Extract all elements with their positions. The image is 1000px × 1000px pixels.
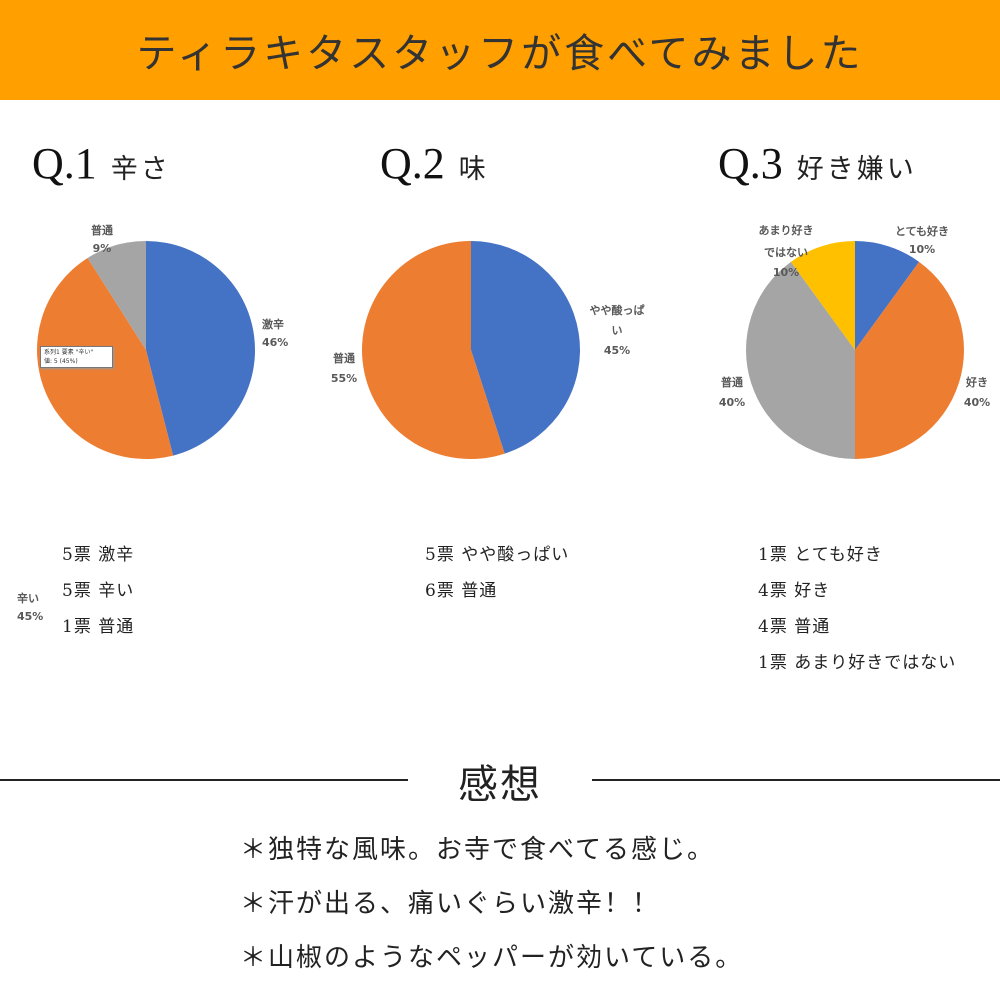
slice-percent-label: 46% [262,336,288,349]
vote-item: 5票 やや酸っぱい [425,545,570,565]
pie-chart-spiciness: 激辛 46% 辛い 45% 普通 9% [17,223,288,623]
divider-left [0,779,408,781]
question-2-heading: Q.2 味 [380,138,489,189]
pie-slice [87,241,146,350]
slice-percent-label: 55% [331,372,357,385]
impressions-list: ＊独特な風味。お寺で食べてる感じ。 ＊汗が出る、痛いぐらい激辛！！ ＊山椒のよう… [240,826,743,988]
vote-list-q3: 1票 とても好き 4票 好き 4票 普通 1票 あまり好きではない [758,537,956,681]
vote-item: 4票 普通 [758,617,831,637]
pie-slice [746,261,855,459]
slice-percent-label: 45% [604,344,630,357]
divider-right [592,779,1000,781]
title-banner: ティラキタスタッフが食べてみました [0,0,1000,100]
tooltip-line-1: 系列1 要素 "辛い" [44,349,94,356]
slice-label: い [612,324,623,337]
pie-chart-taste: やや酸っぱい 45% 普通 55% [331,241,645,459]
vote-list-q2: 5票 やや酸っぱい 6票 普通 [425,537,569,609]
vote-list-q1: 5票 激辛 5票 辛い 1票 普通 [62,537,134,645]
slice-label: 激辛 [262,317,284,331]
question-2-number: Q.2 [380,139,445,188]
question-3-title: 好き嫌い [796,154,917,185]
vote-item: 4票 好き [758,581,831,601]
slice-label: 好き [965,375,988,389]
slice-label: ではない [764,246,808,259]
slice-label: 普通 [721,375,743,389]
slice-percent-label: 40% [964,396,990,409]
question-2-title: 味 [458,154,489,185]
vote-item: 1票 あまり好きではない [758,653,957,673]
question-1-number: Q.1 [32,139,97,188]
pie-slice [146,241,255,456]
pie-slice [471,241,580,454]
question-1-title: 辛さ [110,154,171,185]
slice-percent-label: 45% [17,610,43,623]
slice-label: 普通 [91,223,113,237]
vote-item: 5票 激辛 [62,545,135,565]
impressions-heading: 感想 [458,762,542,808]
impression-item: ＊山椒のようなペッパーが効いている。 [240,943,744,973]
slice-percent-label: 10% [909,243,935,256]
page-title: ティラキタスタッフが食べてみました [136,31,864,77]
pie-slice [855,261,964,459]
impression-item: ＊独特な風味。お寺で食べてる感じ。 [240,835,715,865]
slice-label: とても好き [895,224,949,238]
chart-tooltip: 系列1 要素 "辛い" 値: 5 (45%) [40,346,113,368]
slice-label: あまり好き [759,223,814,237]
impression-item: ＊汗が出る、痛いぐらい激辛！！ [240,889,661,919]
question-1-heading: Q.1 辛さ [32,138,171,189]
slice-label: 辛い [17,591,39,605]
vote-item: 5票 辛い [62,581,135,601]
tooltip-line-2: 値: 5 (45%) [44,358,78,365]
pie-slice [855,241,920,350]
pie-chart-preference: とても好き 10% 好き 40% 普通 40% あまり好きではない 10% [719,223,990,459]
slice-percent-label: 40% [719,396,745,409]
pie-slice [790,241,855,350]
slice-label: やや酸っぱ [590,303,645,317]
question-3-number: Q.3 [718,139,783,188]
question-3-heading: Q.3 好き嫌い [718,138,917,189]
slice-percent-label: 9% [93,242,112,255]
vote-item: 1票 とても好き [758,545,883,565]
vote-item: 1票 普通 [62,617,135,637]
slice-label: 普通 [333,351,355,365]
pie-slice [361,241,505,459]
vote-item: 6票 普通 [425,581,498,601]
slice-percent-label: 10% [773,266,799,279]
